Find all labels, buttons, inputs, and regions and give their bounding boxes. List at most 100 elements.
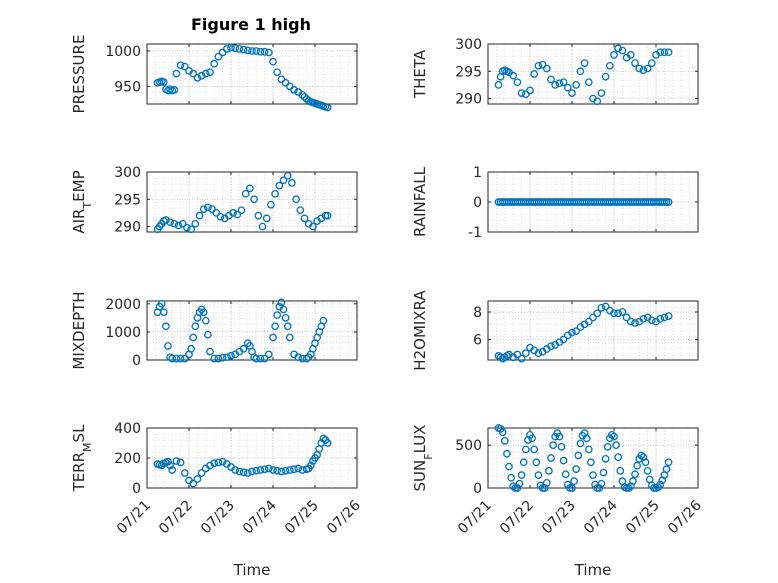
data-point — [269, 57, 277, 66]
data-point — [597, 479, 606, 488]
subplot-2: 290 295 300 AIRTEMP — [70, 165, 358, 236]
data-point — [605, 61, 614, 70]
data-point — [618, 308, 627, 316]
data-point — [530, 445, 539, 454]
y-tick-label: -1 — [468, 225, 482, 241]
data-point — [195, 211, 204, 220]
data-point — [269, 333, 277, 342]
data-point — [246, 184, 254, 193]
data-point — [258, 222, 267, 231]
data-point — [563, 83, 572, 92]
data-point — [589, 471, 597, 479]
data-point — [309, 222, 317, 231]
data-point — [597, 89, 606, 97]
data-point — [601, 302, 610, 311]
data-point — [521, 349, 530, 357]
data-point — [517, 471, 526, 479]
data-point — [243, 469, 252, 477]
data-point — [201, 69, 210, 78]
data-point — [271, 322, 279, 331]
data-point — [166, 218, 174, 227]
data-point — [189, 69, 198, 78]
data-point — [172, 457, 181, 465]
y-tick-label: 300 — [455, 37, 482, 53]
data-point — [656, 48, 665, 57]
subplot-4: 0 1000 2000 MIXDEPTH — [70, 291, 358, 370]
y-tick-label: 950 — [114, 79, 141, 95]
data-point — [505, 462, 513, 471]
data-point — [622, 313, 631, 322]
data-point — [647, 59, 656, 67]
data-point — [256, 466, 265, 474]
data-point — [300, 214, 309, 223]
data-point — [614, 453, 623, 461]
data-point — [639, 66, 648, 75]
subplot-3: -1 0 1 RAINFALL — [411, 165, 699, 241]
data-point — [239, 468, 248, 477]
ylabel-1: THETA — [411, 49, 429, 99]
y-tick-label: 1 — [473, 165, 482, 181]
data-point — [559, 335, 568, 344]
data-point — [635, 64, 644, 73]
data-point — [191, 322, 200, 331]
data-point — [193, 74, 202, 82]
data-point — [306, 461, 315, 470]
data-point — [513, 350, 522, 359]
data-point — [227, 43, 235, 52]
data-point — [260, 47, 269, 56]
data-point — [283, 171, 292, 180]
data-point — [631, 59, 639, 67]
data-point — [538, 60, 547, 69]
data-point — [509, 482, 518, 491]
data-point — [283, 322, 292, 331]
data-point — [561, 470, 570, 479]
data-point — [285, 333, 294, 342]
data-point — [208, 205, 216, 213]
data-point — [519, 458, 528, 467]
data-point — [250, 195, 258, 204]
data-point — [269, 466, 277, 474]
data-point — [601, 455, 610, 463]
data-point — [545, 467, 553, 475]
data-point — [231, 44, 240, 53]
y-tick-label: 400 — [114, 421, 141, 437]
data-point — [610, 309, 618, 318]
data-point — [174, 221, 183, 230]
y-tick-label: 6 — [473, 332, 482, 348]
data-point — [243, 46, 252, 55]
data-point — [664, 48, 673, 57]
data-point — [664, 198, 673, 206]
data-point — [526, 86, 534, 95]
data-point — [587, 458, 595, 467]
data-point — [159, 78, 168, 86]
data-point — [176, 354, 185, 363]
data-point — [296, 206, 305, 215]
data-point — [664, 312, 673, 320]
data-point — [231, 466, 240, 474]
data-point — [206, 68, 214, 77]
data-point — [235, 467, 244, 476]
data-point — [557, 443, 566, 451]
data-point — [260, 465, 269, 474]
data-point — [197, 469, 206, 477]
data-point — [281, 314, 290, 322]
data-point — [229, 209, 237, 217]
data-point — [162, 216, 170, 224]
y-tick-label: 295 — [114, 192, 141, 208]
data-point — [264, 350, 273, 359]
data-point — [503, 449, 511, 458]
x-axis-label: Time — [574, 561, 612, 579]
data-point — [166, 461, 174, 470]
data-point — [547, 342, 555, 351]
data-point — [547, 454, 555, 462]
ylabel-7: SUNFLUX — [411, 425, 435, 492]
data-point — [210, 354, 219, 363]
data-point — [204, 330, 212, 339]
data-point — [614, 309, 623, 318]
x-axis-label: Time — [233, 561, 271, 579]
data-point — [298, 90, 307, 99]
data-point — [214, 354, 223, 363]
data-point — [610, 432, 618, 441]
y-tick-label: 0 — [473, 195, 482, 211]
data-point — [294, 464, 303, 473]
